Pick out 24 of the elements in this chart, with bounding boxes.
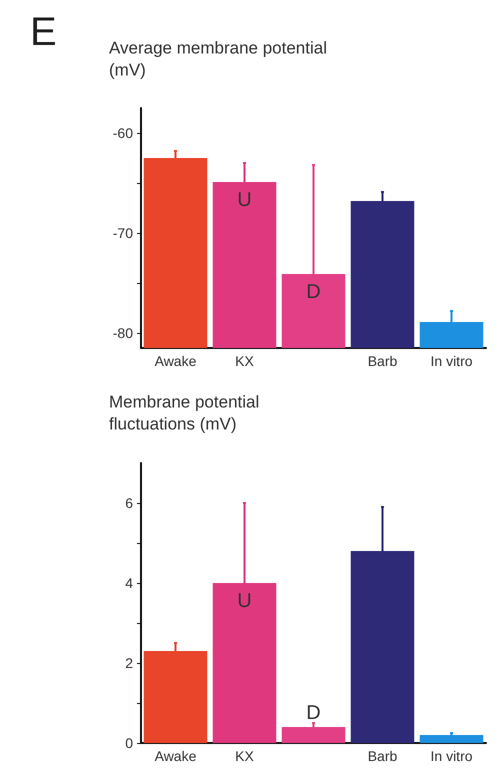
x-tick-label: Barb bbox=[368, 748, 398, 764]
annotation: D bbox=[306, 281, 321, 303]
bar bbox=[282, 727, 346, 743]
x-tick-label: KX bbox=[235, 353, 254, 369]
y-tick-label: 6 bbox=[125, 495, 134, 511]
x-tick-label: KX bbox=[235, 748, 254, 764]
annotation: U bbox=[237, 590, 252, 612]
annotation: D bbox=[306, 702, 321, 724]
chart-title: Membrane potential fluctuations (mV) bbox=[109, 392, 264, 434]
y-tick-label: 0 bbox=[125, 735, 134, 751]
y-tick-label: 4 bbox=[125, 575, 134, 591]
chart-title: Average membrane potential (mV) bbox=[109, 38, 332, 80]
bar bbox=[420, 735, 484, 743]
x-tick-label: In vitro bbox=[430, 748, 473, 764]
x-tick-label: Awake bbox=[154, 353, 197, 369]
y-tick-label: -60 bbox=[112, 125, 134, 141]
y-tick-label: -80 bbox=[112, 325, 134, 341]
x-tick-label: In vitro bbox=[430, 353, 473, 369]
y-tick-label: -70 bbox=[112, 225, 134, 241]
x-tick-label: Awake bbox=[154, 748, 197, 764]
y-tick-label: 2 bbox=[125, 655, 134, 671]
x-tick-label: Barb bbox=[368, 353, 398, 369]
text: E bbox=[30, 10, 57, 54]
annotation: U bbox=[237, 189, 252, 211]
